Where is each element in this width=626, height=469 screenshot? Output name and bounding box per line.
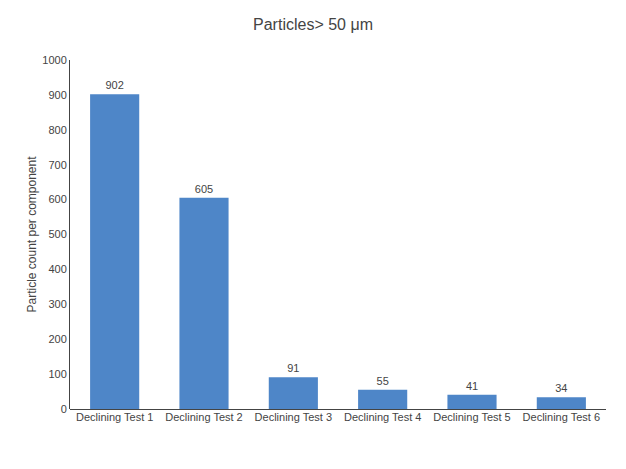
svg-text:Particle count per component: Particle count per component [25,156,39,313]
svg-text:600: 600 [48,193,66,205]
svg-text:Particles> 50 μm: Particles> 50 μm [253,16,373,33]
svg-text:902: 902 [105,79,123,91]
svg-text:34: 34 [555,382,567,394]
svg-text:605: 605 [195,183,213,195]
svg-text:Declining Test 5: Declining Test 5 [433,411,510,423]
svg-text:Declining Test 1: Declining Test 1 [76,411,153,423]
svg-text:700: 700 [48,159,66,171]
svg-text:500: 500 [48,228,66,240]
svg-text:300: 300 [48,298,66,310]
svg-text:400: 400 [48,263,66,275]
svg-text:Declining Test 4: Declining Test 4 [344,411,421,423]
svg-text:200: 200 [48,333,66,345]
svg-text:Declining Test 2: Declining Test 2 [165,411,242,423]
svg-text:41: 41 [466,380,478,392]
svg-text:1000: 1000 [42,54,66,66]
svg-text:91: 91 [287,362,299,374]
svg-text:Declining Test 6: Declining Test 6 [523,411,600,423]
svg-text:900: 900 [48,89,66,101]
svg-text:100: 100 [48,368,66,380]
svg-text:Declining Test 3: Declining Test 3 [255,411,332,423]
svg-text:55: 55 [377,375,389,387]
svg-text:800: 800 [48,124,66,136]
svg-text:0: 0 [61,403,67,415]
